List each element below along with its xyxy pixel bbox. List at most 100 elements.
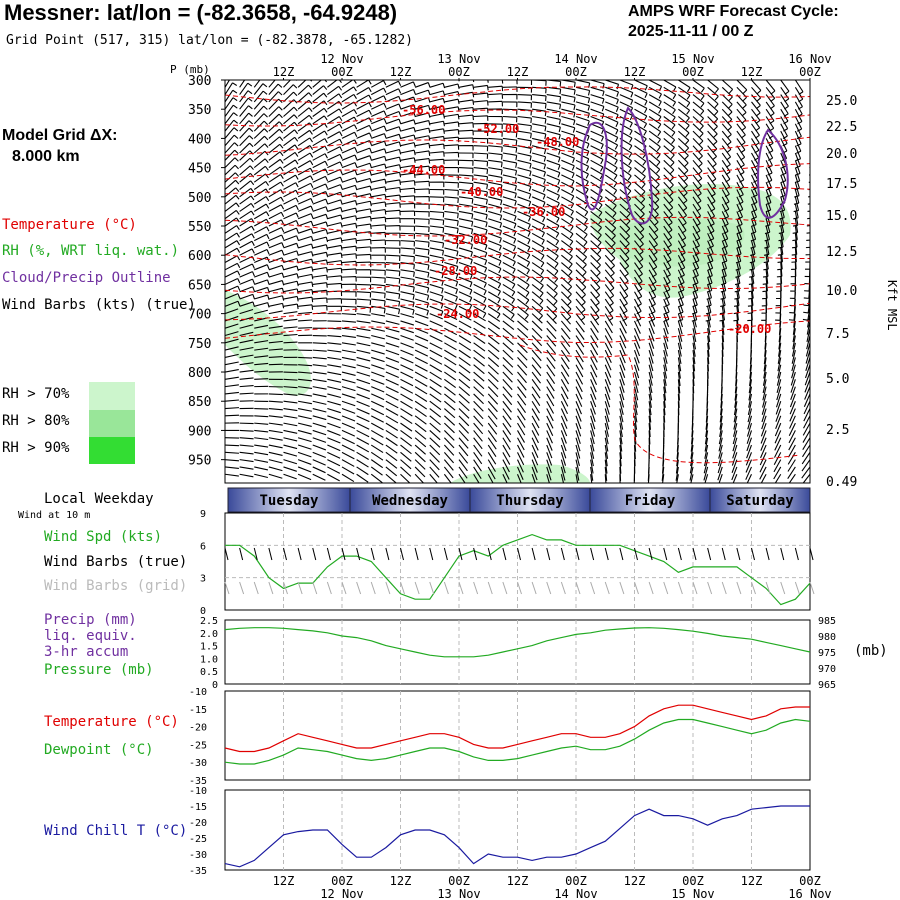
wind-barb bbox=[546, 400, 555, 414]
wind-barb bbox=[619, 408, 624, 423]
wind-barb bbox=[663, 408, 666, 423]
wind-barb bbox=[546, 408, 554, 422]
wind-barb bbox=[414, 313, 429, 319]
wind-barb bbox=[619, 320, 627, 334]
wind-barb bbox=[327, 282, 343, 289]
wind-barb bbox=[371, 171, 387, 177]
wind-barb bbox=[590, 80, 605, 89]
wind-barb bbox=[546, 437, 553, 451]
wind-barb bbox=[517, 459, 524, 473]
wind-barb bbox=[312, 244, 329, 250]
wind-barb bbox=[590, 415, 596, 430]
wind-barb bbox=[225, 164, 239, 176]
wind-barb bbox=[677, 379, 681, 394]
wind-barb bbox=[327, 138, 343, 147]
wind-barb bbox=[429, 254, 444, 264]
wind-barb bbox=[312, 378, 327, 383]
wind-barb bbox=[560, 305, 572, 321]
wind-barb bbox=[678, 123, 690, 138]
wind-barb bbox=[791, 364, 796, 379]
wind-barb bbox=[356, 132, 372, 139]
wind-barb bbox=[634, 196, 645, 211]
isotherm-label: -36.00 bbox=[522, 205, 565, 219]
wind-barb bbox=[225, 391, 239, 395]
wind-barb bbox=[458, 225, 474, 235]
bottom-hour-label: 00Z bbox=[565, 874, 587, 888]
wind-barb bbox=[633, 430, 637, 445]
wind-barb bbox=[429, 305, 444, 317]
wind-barb bbox=[239, 316, 254, 322]
wind-barb bbox=[312, 274, 328, 281]
panel-tick-label: 0.5 bbox=[200, 667, 218, 678]
legend-rh70-label: RH > 70% bbox=[2, 386, 70, 402]
wind-barb bbox=[721, 80, 734, 94]
wind-barb bbox=[341, 349, 356, 354]
wind-barb bbox=[356, 246, 372, 252]
wind-barb bbox=[809, 109, 810, 111]
wind-barb bbox=[517, 452, 525, 466]
wind-barb bbox=[531, 232, 545, 245]
panel-tick-label: 2.0 bbox=[200, 629, 218, 640]
wind-barb bbox=[502, 371, 513, 383]
wind-barb bbox=[531, 452, 539, 466]
wind-barb bbox=[488, 269, 502, 281]
wind-barb bbox=[560, 357, 570, 370]
wind-barb bbox=[327, 356, 342, 361]
wind-barb bbox=[561, 269, 573, 284]
wind-barb bbox=[297, 429, 312, 435]
wind-barb bbox=[429, 437, 441, 448]
wind-barb bbox=[444, 121, 460, 128]
wind-barb bbox=[575, 313, 586, 325]
wind-barb bbox=[707, 152, 717, 168]
wind-barb bbox=[327, 85, 343, 96]
wind-barb bbox=[575, 452, 580, 467]
wind-barb bbox=[385, 240, 401, 246]
wind-barb bbox=[385, 429, 398, 439]
wind-barb bbox=[517, 371, 527, 384]
wind-barb bbox=[371, 80, 373, 81]
wind-barb bbox=[429, 283, 444, 294]
wind-barb bbox=[692, 313, 697, 328]
wind-barb bbox=[502, 452, 511, 465]
wind-barb bbox=[298, 304, 314, 310]
wind-barb bbox=[253, 113, 268, 125]
wind-barb bbox=[692, 240, 700, 256]
wind-barb bbox=[429, 181, 445, 188]
wind-barb bbox=[327, 437, 341, 444]
wind-barb bbox=[341, 429, 356, 437]
wind-barb bbox=[634, 203, 645, 218]
pressure-tick-label: 300 bbox=[188, 74, 211, 89]
wind-barb bbox=[225, 217, 240, 227]
wind-barb bbox=[283, 444, 298, 450]
wind-barb bbox=[648, 349, 654, 364]
wind-barb bbox=[678, 86, 691, 100]
wind-barb bbox=[677, 145, 689, 160]
wind-barb bbox=[400, 400, 413, 409]
wind-barb bbox=[312, 459, 326, 466]
wind-barb bbox=[806, 226, 810, 241]
wind-barb bbox=[414, 378, 428, 387]
wind-barb bbox=[225, 187, 240, 198]
wind-barb bbox=[283, 235, 299, 242]
surface-wind-barb bbox=[546, 547, 551, 561]
wind-barb bbox=[546, 262, 559, 276]
wind-barb bbox=[414, 437, 427, 448]
wind-barb bbox=[254, 378, 269, 380]
wind-barb bbox=[502, 313, 515, 323]
wind-barb bbox=[604, 232, 616, 248]
wind-barb bbox=[575, 276, 587, 292]
wind-barb bbox=[764, 225, 771, 242]
wind-barb bbox=[517, 94, 533, 101]
wind-barb bbox=[473, 378, 485, 390]
wind-barb bbox=[400, 149, 416, 156]
wind-barb bbox=[312, 342, 327, 345]
wind-barb bbox=[458, 313, 472, 321]
kft-tick-label: 22.5 bbox=[826, 120, 857, 135]
wind-barb bbox=[371, 400, 385, 408]
wind-barb bbox=[487, 378, 499, 390]
wind-barb bbox=[721, 130, 732, 146]
wind-barb bbox=[414, 291, 430, 301]
wind-barb bbox=[444, 408, 456, 419]
wind-barb bbox=[546, 247, 559, 261]
wind-barb bbox=[575, 284, 586, 299]
